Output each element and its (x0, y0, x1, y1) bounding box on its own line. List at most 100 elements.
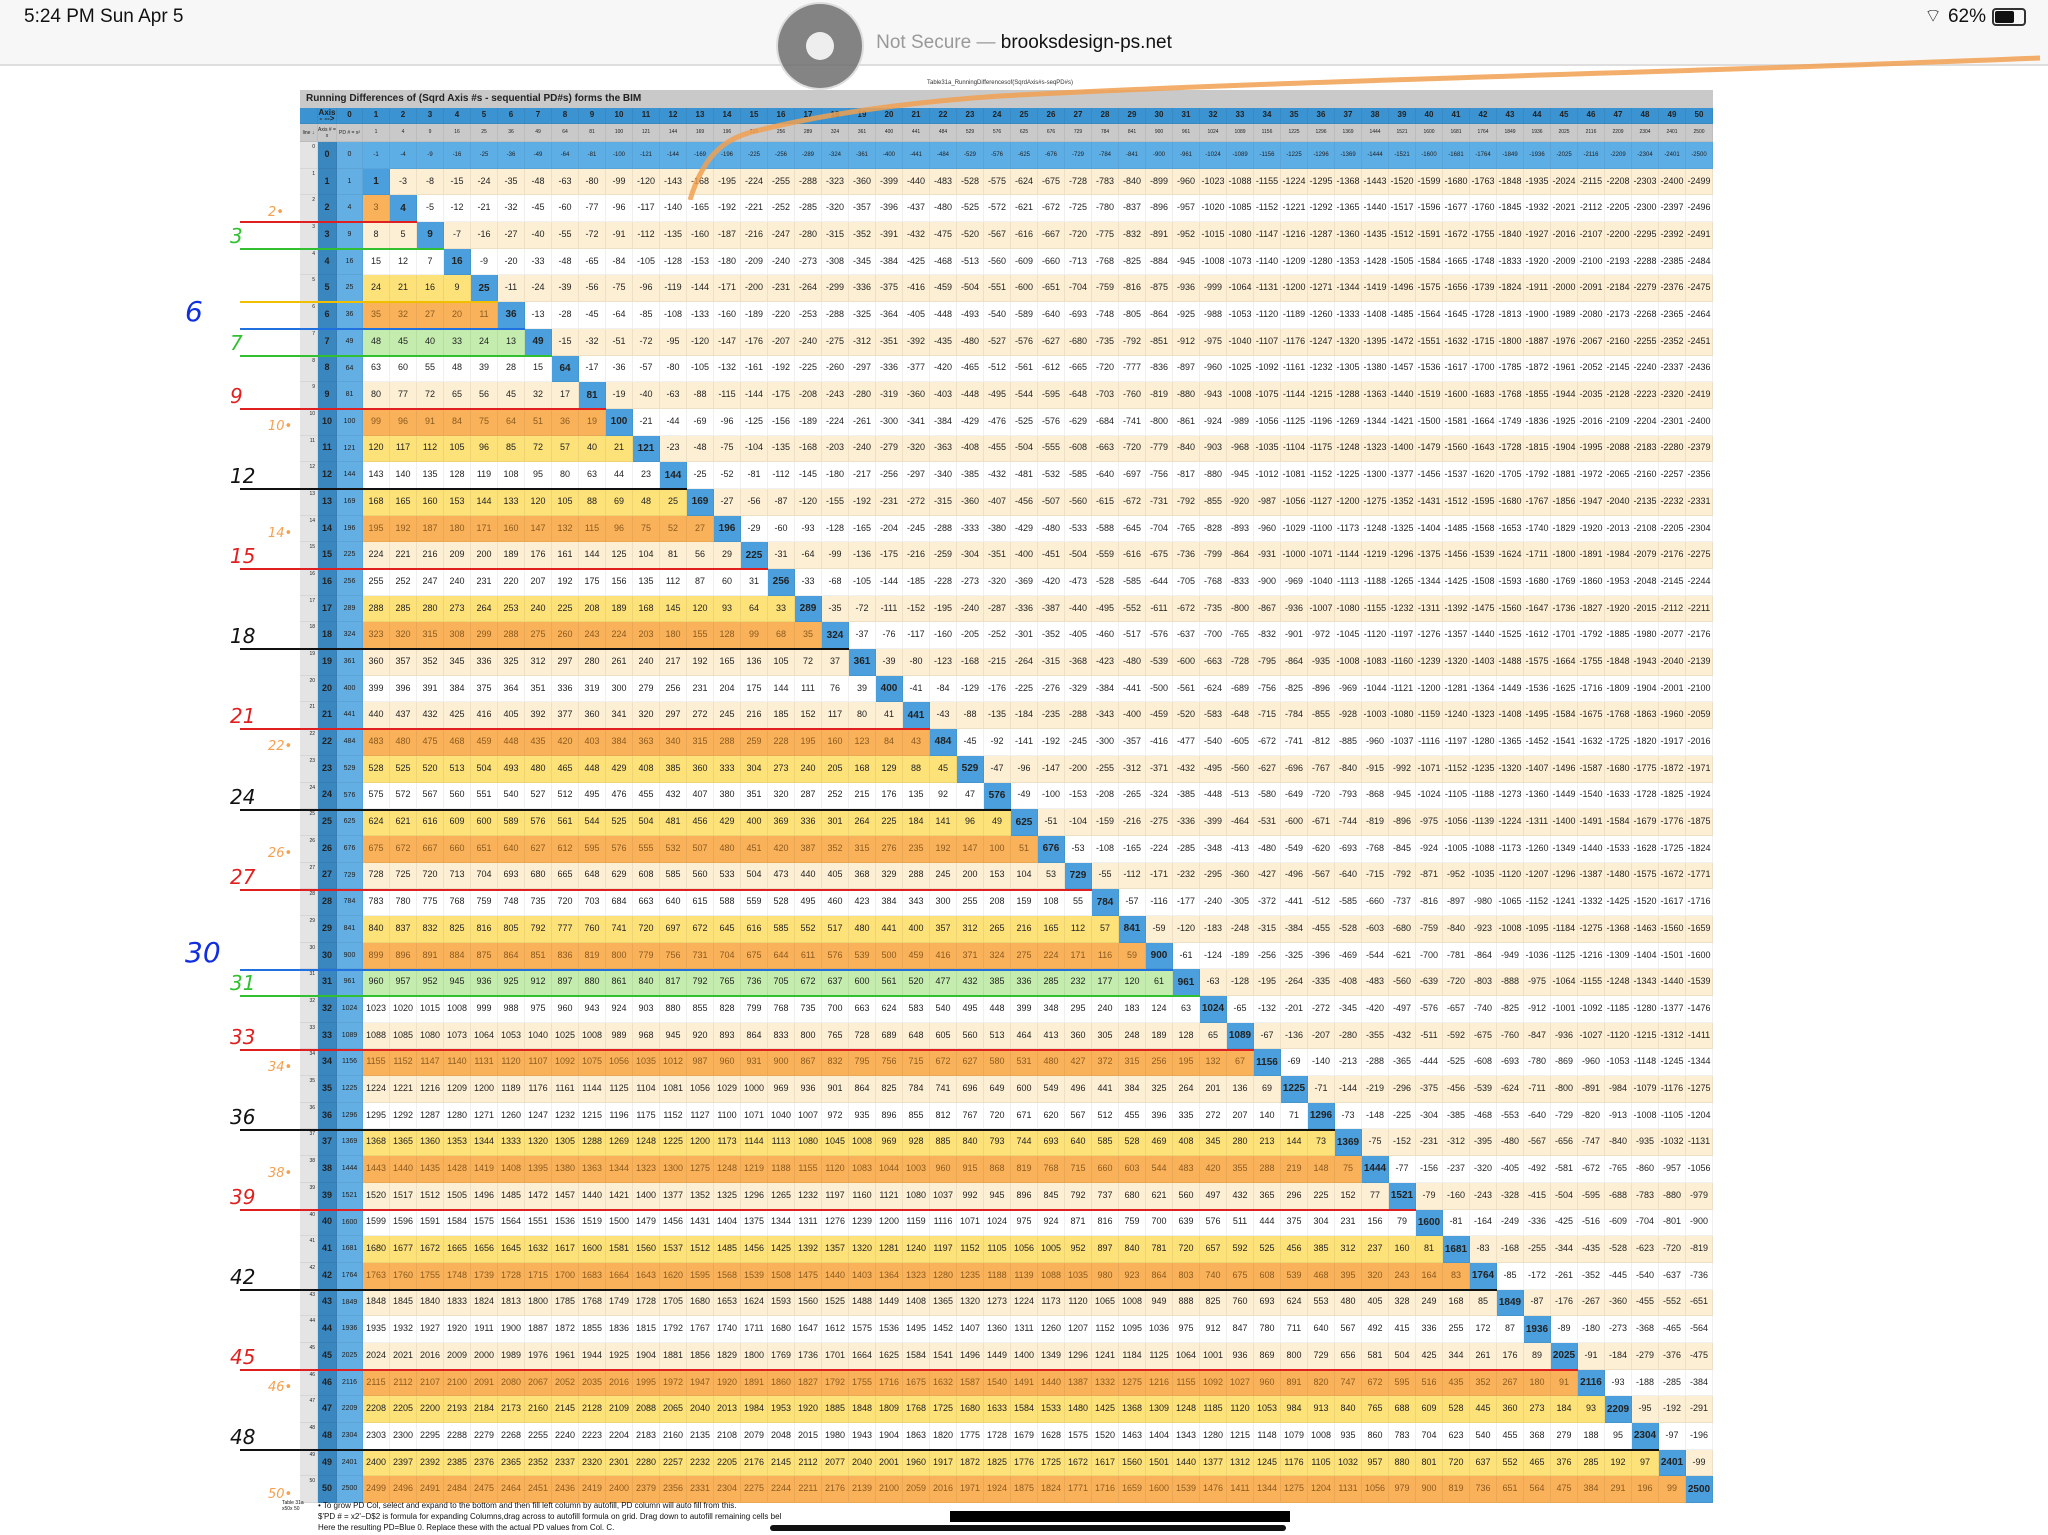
grid-cell: 1755 (849, 1369, 876, 1397)
axis-header: 26 (1038, 108, 1065, 124)
home-indicator[interactable] (770, 1525, 1286, 1531)
grid-cell: 2331 (687, 1476, 714, 1504)
grid-cell: -2208 (1605, 168, 1632, 196)
grid-cell: 9 (444, 275, 471, 303)
grid-cell: 1440 (822, 1262, 849, 1290)
grid-cell: -1440 (1470, 622, 1497, 650)
grid-cell: -493 (957, 302, 984, 329)
grid-cell: -248 (1227, 915, 1254, 943)
grid-cell: 1120 (822, 1156, 849, 1183)
pd-value: 225 (337, 542, 363, 569)
grid-cell: 335 (1173, 1102, 1200, 1130)
grid-cell: -195 (930, 595, 957, 623)
grid-cell: -1400 (1551, 809, 1578, 836)
grid-cell: 2100 (444, 1369, 471, 1397)
line-number: 49 (300, 1449, 318, 1477)
grid-cell: 2400 (606, 1476, 633, 1504)
annotation-label: 38• (268, 1166, 293, 1182)
grid-cell: -960 (1254, 515, 1281, 543)
grid-cell: -1152 (1254, 195, 1281, 223)
grid-cell: 240 (525, 595, 552, 623)
grid-cell: 476 (606, 782, 633, 810)
grid-cell: -533 (1065, 515, 1092, 543)
axis-number: 8 (318, 355, 337, 383)
grid-cell: -333 (957, 515, 984, 543)
grid-cell: -616 (1119, 542, 1146, 569)
axis-header: 33 (1227, 108, 1254, 124)
grid-cell: 1815 (633, 1316, 660, 1343)
grid-cell: -135 (984, 702, 1011, 730)
grid-cell: -385 (957, 462, 984, 489)
grid-cell: 792 (525, 915, 552, 943)
grid-cell: -1887 (1524, 328, 1551, 356)
grid-cell: 200 (471, 542, 498, 569)
grid-cell: 800 (795, 1022, 822, 1050)
grid-cell: -1363 (1362, 382, 1389, 409)
grid-cell: -540 (984, 302, 1011, 329)
grid-cell: -1079 (1632, 1076, 1659, 1103)
pd-column-header: 16 (444, 124, 471, 142)
grid-cell: 63 (579, 462, 606, 489)
grid-cell: -1575 (1416, 275, 1443, 303)
grid-cell: 840 (1335, 1396, 1362, 1423)
grid-cell: -1105 (1443, 782, 1470, 810)
grid-cell: -243 (1470, 1182, 1497, 1210)
grid-cell: -275 (1146, 809, 1173, 836)
grid-cell: -237 (1443, 1156, 1470, 1183)
grid-cell: 481 (660, 809, 687, 836)
grid-cell: -1357 (1443, 622, 1470, 650)
grid-cell: 237 (1362, 1236, 1389, 1263)
grid-cell: -85 (633, 302, 660, 329)
grid-cell: 1160 (849, 1182, 876, 1210)
grid-cell: -920 (1227, 488, 1254, 516)
grid-cell: 1125 (1146, 1342, 1173, 1370)
grid-cell: -1323 (1470, 702, 1497, 730)
line-number: 3 (300, 222, 318, 249)
grid-cell: -817 (1173, 462, 1200, 489)
grid-cell: 441 (876, 915, 903, 943)
annotation-underline (240, 1048, 1254, 1051)
grid-cell: -280 (849, 382, 876, 409)
grid-cell: 1312 (1227, 1449, 1254, 1477)
grid-cell: 715 (903, 1049, 930, 1077)
grid-cell: 76 (822, 675, 849, 703)
grid-cell: -1496 (1389, 275, 1416, 303)
grid-cell: 517 (822, 915, 849, 943)
grid-cell: -385 (1173, 782, 1200, 810)
grid-cell: -737 (1389, 889, 1416, 916)
grid-cell: 576 (1200, 1209, 1227, 1237)
grid-cell: -665 (1065, 355, 1092, 383)
grid-cell: -1155 (1254, 168, 1281, 196)
grid-cell: -2160 (1605, 328, 1632, 356)
grid-cell: -575 (984, 168, 1011, 196)
grid-cell: -405 (1497, 1156, 1524, 1183)
grid-cell: -435 (1578, 1236, 1605, 1263)
grid-cell: -1995 (1578, 435, 1605, 463)
grid-cell: -315 (822, 222, 849, 249)
grid-cell: -1519 (1416, 382, 1443, 409)
grid-cell: -923 (1470, 915, 1497, 943)
grid-cell: 1776 (1011, 1449, 1038, 1477)
grid-cell: -900 (1254, 569, 1281, 596)
pd-column-header: 1936 (1524, 124, 1551, 142)
grid-cell: 620 (1038, 1102, 1065, 1130)
grid-cell: 1575 (1065, 1423, 1092, 1450)
grid-cell: -531 (1254, 809, 1281, 836)
grid-cell: 913 (1308, 1396, 1335, 1423)
grid-cell: 1947 (687, 1369, 714, 1397)
grid-cell: 29 (714, 542, 741, 569)
grid-cell: 432 (660, 782, 687, 810)
assistive-touch-joystick[interactable] (776, 2, 864, 90)
grid-cell: -69 (1281, 1049, 1308, 1077)
grid-cell: -720 (1308, 782, 1335, 810)
grid-cell: -1008 (1632, 1102, 1659, 1130)
address-bar[interactable]: Not Secure — brooksdesign-ps.net (876, 32, 1172, 54)
grid-cell: 817 (660, 969, 687, 996)
grid-cell: -72 (579, 222, 606, 249)
annotation-label: 15 (230, 544, 256, 569)
grid-cell: 21 (606, 435, 633, 463)
grid-cell: 147 (957, 835, 984, 863)
line-number: 4 (300, 248, 318, 276)
grid-cell: 2268 (498, 1423, 525, 1450)
grid-cell: 384 (606, 729, 633, 756)
